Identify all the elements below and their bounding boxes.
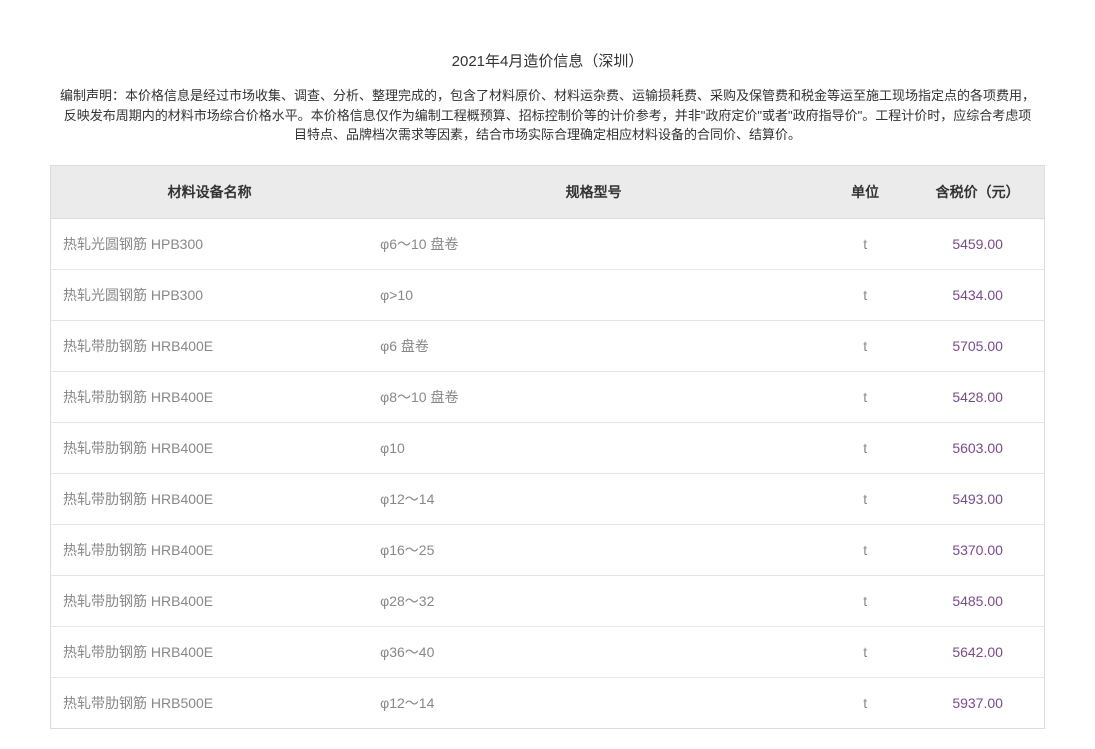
cell-price: 5485.00 [911, 575, 1044, 626]
table-body: 热轧光圆钢筋 HPB300 φ6～10 盘卷 t 5459.00 热轧光圆钢筋 … [51, 218, 1045, 728]
table-row: 热轧带肋钢筋 HRB400E φ12～14 t 5493.00 [51, 473, 1045, 524]
price-table: 材料设备名称 规格型号 单位 含税价（元） 热轧光圆钢筋 HPB300 φ6～1… [50, 165, 1045, 729]
cell-name: 热轧带肋钢筋 HRB500E [51, 677, 369, 728]
cell-spec: φ10 [368, 422, 819, 473]
cell-spec: φ6～10 盘卷 [368, 218, 819, 269]
cell-price: 5603.00 [911, 422, 1044, 473]
cell-price: 5370.00 [911, 524, 1044, 575]
cell-price: 5642.00 [911, 626, 1044, 677]
table-row: 热轧带肋钢筋 HRB400E φ36～40 t 5642.00 [51, 626, 1045, 677]
cell-unit: t [819, 320, 911, 371]
cell-spec: φ28～32 [368, 575, 819, 626]
cell-name: 热轧带肋钢筋 HRB400E [51, 626, 369, 677]
cell-spec: φ16～25 [368, 524, 819, 575]
cell-price: 5493.00 [911, 473, 1044, 524]
table-header-row: 材料设备名称 规格型号 单位 含税价（元） [51, 165, 1045, 218]
column-header-unit: 单位 [819, 165, 911, 218]
cell-name: 热轧带肋钢筋 HRB400E [51, 422, 369, 473]
table-row: 热轧带肋钢筋 HRB400E φ10 t 5603.00 [51, 422, 1045, 473]
column-header-name: 材料设备名称 [51, 165, 369, 218]
cell-price: 5434.00 [911, 269, 1044, 320]
cell-spec: φ12～14 [368, 677, 819, 728]
page-title: 2021年4月造价信息（深圳） [50, 50, 1045, 71]
cell-spec: φ12～14 [368, 473, 819, 524]
cell-unit: t [819, 269, 911, 320]
column-header-price: 含税价（元） [911, 165, 1044, 218]
cell-spec: φ36～40 [368, 626, 819, 677]
disclaimer-text: 编制声明：本价格信息是经过市场收集、调查、分析、整理完成的，包含了材料原价、材料… [50, 86, 1045, 145]
cell-unit: t [819, 575, 911, 626]
cell-price: 5937.00 [911, 677, 1044, 728]
cell-price: 5705.00 [911, 320, 1044, 371]
table-row: 热轧带肋钢筋 HRB400E φ28～32 t 5485.00 [51, 575, 1045, 626]
cell-spec: φ8～10 盘卷 [368, 371, 819, 422]
cell-unit: t [819, 524, 911, 575]
cell-spec: φ>10 [368, 269, 819, 320]
cell-unit: t [819, 473, 911, 524]
table-row: 热轧光圆钢筋 HPB300 φ6～10 盘卷 t 5459.00 [51, 218, 1045, 269]
cell-name: 热轧光圆钢筋 HPB300 [51, 218, 369, 269]
cell-unit: t [819, 218, 911, 269]
cell-spec: φ6 盘卷 [368, 320, 819, 371]
cell-price: 5459.00 [911, 218, 1044, 269]
table-row: 热轧带肋钢筋 HRB500E φ12～14 t 5937.00 [51, 677, 1045, 728]
table-row: 热轧带肋钢筋 HRB400E φ6 盘卷 t 5705.00 [51, 320, 1045, 371]
table-row: 热轧光圆钢筋 HPB300 φ>10 t 5434.00 [51, 269, 1045, 320]
cell-name: 热轧带肋钢筋 HRB400E [51, 320, 369, 371]
column-header-spec: 规格型号 [368, 165, 819, 218]
cell-unit: t [819, 422, 911, 473]
cell-name: 热轧带肋钢筋 HRB400E [51, 524, 369, 575]
table-row: 热轧带肋钢筋 HRB400E φ16～25 t 5370.00 [51, 524, 1045, 575]
cell-name: 热轧光圆钢筋 HPB300 [51, 269, 369, 320]
cell-unit: t [819, 677, 911, 728]
cell-name: 热轧带肋钢筋 HRB400E [51, 575, 369, 626]
cell-name: 热轧带肋钢筋 HRB400E [51, 371, 369, 422]
cell-price: 5428.00 [911, 371, 1044, 422]
cell-name: 热轧带肋钢筋 HRB400E [51, 473, 369, 524]
table-row: 热轧带肋钢筋 HRB400E φ8～10 盘卷 t 5428.00 [51, 371, 1045, 422]
cell-unit: t [819, 371, 911, 422]
cell-unit: t [819, 626, 911, 677]
